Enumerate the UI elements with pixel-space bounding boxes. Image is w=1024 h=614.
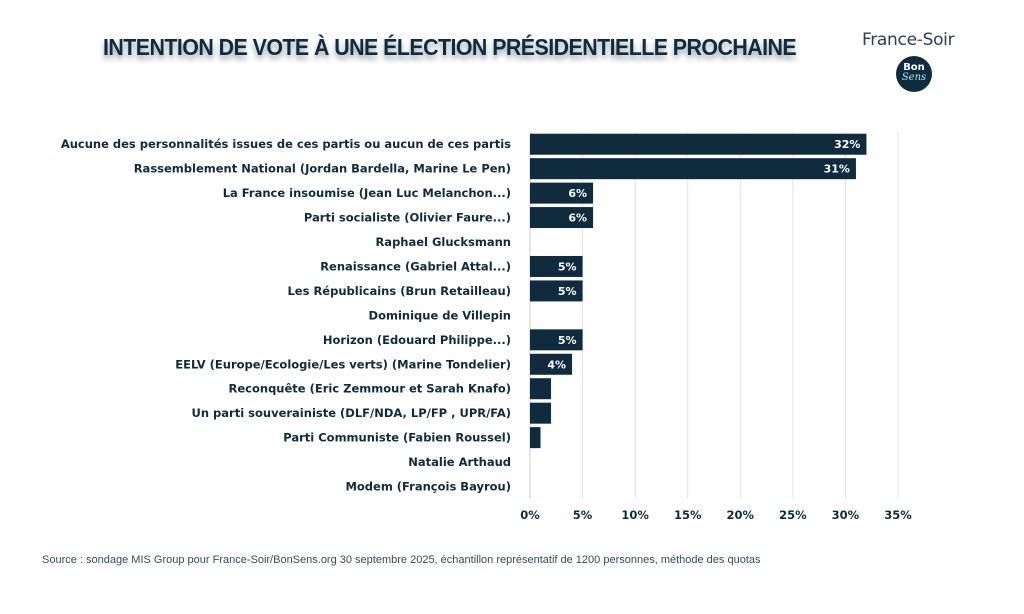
bar	[530, 353, 573, 375]
bar	[530, 378, 552, 400]
bar	[530, 402, 552, 424]
brand-dash: -	[916, 30, 923, 50]
brand-right: Soir	[922, 30, 955, 50]
bar	[530, 427, 541, 449]
bar	[530, 133, 867, 155]
x-tick-labels: 0% 5% 10% 15% 20% 25% 30% 35%	[520, 508, 912, 522]
category-label: EELV (Europe/Ecologie/Les verts) (Marine…	[175, 357, 511, 371]
category-label: Aucune des personnalités issues de ces p…	[61, 137, 511, 151]
category-label: Parti socialiste (Olivier Faure...)	[304, 211, 511, 225]
category-label: Dominique de Villepin	[369, 308, 511, 322]
bar	[530, 280, 583, 302]
chart-title: INTENTION DE VOTE À UNE ÉLECTION PRÉSIDE…	[103, 34, 797, 60]
france-soir-logo: France-Soir	[862, 30, 955, 50]
badge-top: Bon	[903, 62, 925, 73]
x-tick-label: 10%	[621, 508, 649, 522]
category-label: Modem (François Bayrou)	[345, 480, 511, 494]
bar	[530, 182, 594, 204]
x-tick-label: 5%	[573, 508, 593, 522]
bar	[530, 255, 583, 277]
category-label: Parti Communiste (Fabien Roussel)	[283, 431, 511, 445]
category-label: Renaissance (Gabriel Attal...)	[320, 259, 511, 273]
x-tick-label: 15%	[674, 508, 702, 522]
data-label: 6%	[568, 212, 587, 225]
bars	[530, 133, 867, 449]
category-label: Les Républicains (Brun Retailleau)	[287, 284, 511, 298]
bar	[530, 207, 594, 229]
category-label: La France insoumise (Jean Luc Melanchon.…	[223, 186, 511, 200]
data-label: 5%	[558, 260, 577, 273]
category-label: Horizon (Edouard Philippe...)	[323, 333, 511, 347]
category-label: Raphael Glucksmann	[375, 235, 511, 249]
category-label: Un parti souverainiste (DLF/NDA, LP/FP ,…	[192, 406, 511, 420]
bar	[530, 329, 583, 351]
bonsens-logo: Bon Sens	[896, 56, 932, 92]
data-label: 4%	[547, 358, 566, 371]
x-tick-label: 35%	[884, 508, 912, 522]
value-labels: 32% 31% 6% 6% 5% 5% 5% 4%	[547, 138, 860, 371]
data-label: 32%	[834, 138, 860, 151]
data-label: 31%	[824, 163, 850, 176]
category-label: Natalie Arthaud	[408, 455, 511, 469]
x-tick-label: 0%	[520, 508, 540, 522]
x-tick-label: 20%	[727, 508, 755, 522]
data-label: 5%	[558, 285, 577, 298]
bar	[530, 158, 856, 180]
data-label: 5%	[558, 334, 577, 347]
x-tick-label: 25%	[779, 508, 807, 522]
badge-bottom: Sens	[901, 72, 927, 83]
source-note: Source : sondage MIS Group pour France-S…	[42, 554, 761, 566]
brand-left: France	[862, 30, 917, 50]
category-labels: Aucune des personnalités issues de ces p…	[61, 137, 511, 493]
x-tick-label: 30%	[832, 508, 860, 522]
category-label: Rassemblement National (Jordan Bardella,…	[134, 162, 511, 176]
category-label: Reconquête (Eric Zemmour et Sarah Knafo)	[229, 382, 511, 396]
data-label: 6%	[568, 187, 587, 200]
